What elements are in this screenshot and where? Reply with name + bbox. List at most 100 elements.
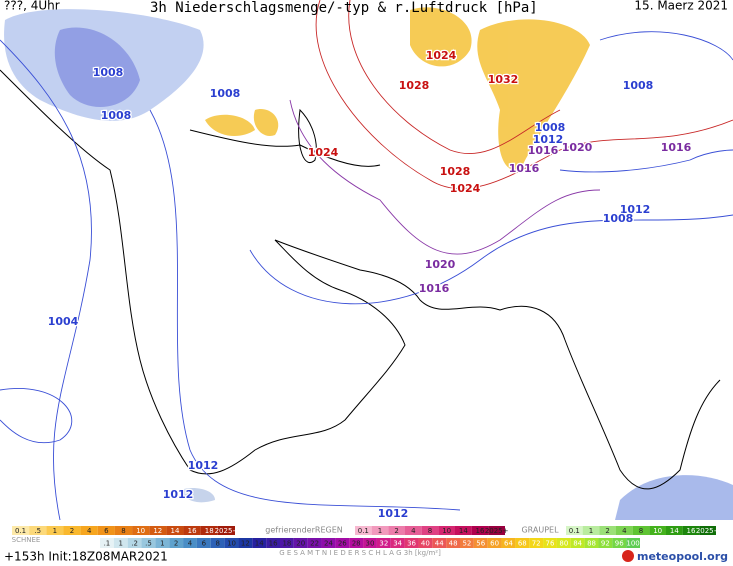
isobar <box>149 109 461 511</box>
legend-swatch <box>404 538 419 548</box>
legend-label: 14 <box>171 527 180 535</box>
isobar <box>289 99 601 255</box>
snow-area <box>205 114 255 136</box>
isobars <box>0 0 733 521</box>
legend-swatch <box>418 538 433 548</box>
legend-label: .1 <box>104 540 111 548</box>
isobar-label: 1008 <box>93 66 124 79</box>
legend-swatch <box>529 538 544 548</box>
legend-name: SCHNEE <box>12 536 41 544</box>
legend-swatch <box>682 526 700 535</box>
coastlines <box>0 69 721 490</box>
legend-swatch <box>570 538 585 548</box>
snow-area <box>410 7 472 67</box>
legend-label: 1 <box>160 540 164 548</box>
run-info: +153h Init:18Z08MAR2021 <box>4 550 168 564</box>
legend-label: 8 <box>215 540 219 548</box>
legend-swatch <box>376 538 391 548</box>
legend-swatch <box>183 538 197 548</box>
legend-swatch <box>432 538 447 548</box>
isobar-label: 1024 <box>308 146 339 159</box>
legend-label: 72 <box>532 540 541 548</box>
legend-swatch <box>438 526 455 535</box>
legend-swatch <box>446 538 460 548</box>
legend-label: 4 <box>622 527 627 535</box>
isobar <box>0 39 92 521</box>
legend-swatch <box>460 538 474 548</box>
legend-swatch <box>127 538 142 548</box>
isobar <box>599 31 733 61</box>
legend-swatch <box>100 538 114 548</box>
legend-label: 2025+ <box>485 527 509 535</box>
header-date: 15. Maerz 2021 <box>634 0 728 13</box>
legend-label: 2 <box>605 527 609 535</box>
isobar-label: 1016 <box>419 282 450 295</box>
legend-label: 14 <box>459 527 468 535</box>
isobar <box>315 0 733 190</box>
legend-label: 28 <box>352 540 361 548</box>
snow-area <box>477 19 590 171</box>
legend-label: .5 <box>145 540 152 548</box>
legend-swatch <box>599 526 616 535</box>
legend-swatch <box>582 526 600 535</box>
legend-label: 6 <box>202 540 207 548</box>
legend-label: 4 <box>188 540 193 548</box>
legend-swatch <box>149 526 167 535</box>
snow-area <box>253 109 279 136</box>
legend: 0.1.5 1 2 4 6 8 10 12 14 16 18 2025+SCHNEEgefrieren… <box>12 526 720 558</box>
legend-swatch <box>556 538 571 548</box>
legend-swatch <box>649 526 666 535</box>
legend-swatch <box>210 538 225 548</box>
isobar <box>348 0 561 155</box>
legend-label: 0.1 <box>358 527 369 535</box>
legend-label: 26 <box>338 540 347 548</box>
isobar-label: 1012 <box>378 507 409 520</box>
isobar-label: 1008 <box>603 212 634 225</box>
isobar-label: 1012 <box>188 459 219 472</box>
legend-swatch <box>46 526 64 535</box>
legend-label: 80 <box>559 540 568 548</box>
header-left: ???, 4Uhr <box>4 0 60 13</box>
legend-label: 14 <box>670 527 679 535</box>
legend-label: 24 <box>324 540 333 548</box>
legend-label: 0.1 <box>569 527 580 535</box>
isobar-label: 1012 <box>163 488 194 501</box>
legend-label: 56 <box>476 540 485 548</box>
legend-swatch <box>626 538 640 548</box>
legend-label: 32 <box>379 540 388 548</box>
legend-swatch <box>471 526 489 535</box>
legend-swatch <box>166 526 184 535</box>
logo: meteopool.org <box>637 550 728 563</box>
legend-label: 10 <box>227 540 236 548</box>
legend-swatch <box>349 538 364 548</box>
legend-swatch <box>390 538 405 548</box>
legend-label: 30 <box>366 540 375 548</box>
legend-label: 18 <box>282 540 291 548</box>
isobar-label: 1008 <box>535 121 566 134</box>
isobar-label: 1020 <box>562 141 593 154</box>
legend-label: 44 <box>435 540 444 548</box>
legend-label: 6 <box>104 527 109 535</box>
legend-swatch <box>566 526 583 535</box>
legend-label: 0.1 <box>15 527 26 535</box>
legend-swatch <box>699 526 716 535</box>
coastline <box>0 69 406 475</box>
legend-swatch <box>371 526 389 535</box>
legend-label: 2 <box>174 540 178 548</box>
legend-swatch <box>335 538 350 548</box>
legend-label: 92 <box>601 540 610 548</box>
legend-label: 88 <box>587 540 596 548</box>
legend-label: 8 <box>639 527 643 535</box>
legend-swatch <box>12 526 30 535</box>
legend-label: 100 <box>626 540 639 548</box>
legend-swatch <box>616 526 633 535</box>
legend-label: 10 <box>653 527 662 535</box>
isobar-label: 1008 <box>210 87 241 100</box>
snow-area <box>54 27 140 107</box>
legend-swatch <box>29 526 47 535</box>
isobar-label: 1016 <box>528 144 559 157</box>
isobar-label: 1028 <box>399 79 430 92</box>
legend-label: 8 <box>428 527 432 535</box>
